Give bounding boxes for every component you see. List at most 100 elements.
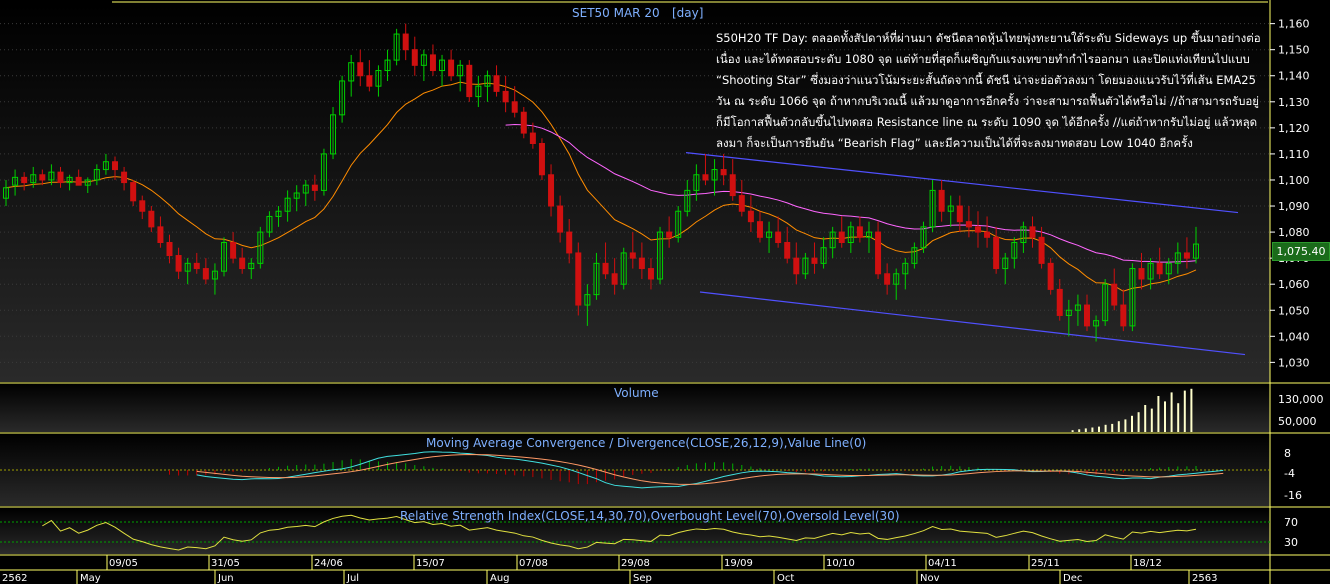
candle-body (520, 111, 527, 134)
candle-body (1193, 243, 1199, 259)
note-line: “Shooting Star” ซึ่งมองว่าแนวโน้มระยะสั้… (716, 73, 1256, 87)
chart-period: [day] (672, 6, 703, 20)
candle-body (566, 231, 573, 254)
candle-body (965, 221, 972, 228)
candle-body (320, 153, 327, 191)
y-tick-label: 1,160 (1278, 18, 1310, 31)
candle-body (920, 226, 927, 249)
note-line: เนื่อง และได้ทดสอบระดับ 1080 จุด แต่ท้าย… (716, 52, 1250, 66)
candle-body (693, 174, 700, 191)
candle-body (166, 242, 173, 257)
rsi-tick-label: 70 (1284, 516, 1298, 529)
candle-body (775, 231, 782, 244)
candle-body (339, 80, 346, 116)
macd-panel (0, 434, 1270, 506)
candle-body (974, 226, 981, 233)
candle-body (638, 257, 645, 270)
candle-body (647, 268, 654, 280)
ema-long-line (505, 123, 1197, 263)
candle-body (93, 169, 100, 181)
candle-body (902, 262, 909, 275)
candle-body (230, 242, 237, 259)
candle-body (112, 161, 119, 171)
candle-body (39, 174, 46, 181)
candle-body (393, 33, 400, 61)
candle-body (211, 270, 218, 280)
resistance-line (685, 152, 1239, 214)
candle-body (66, 176, 73, 184)
y-tick-label: 1,090 (1278, 200, 1310, 213)
candle-body (175, 255, 182, 272)
macd-tick-label: -4 (1284, 467, 1295, 480)
candle-body (448, 59, 455, 77)
candle-body (184, 262, 191, 272)
x-tick-label: 25/11 (1031, 558, 1060, 569)
support-line (699, 291, 1246, 356)
candle-body (311, 184, 318, 191)
candle-body (1156, 262, 1163, 275)
candle-body (1065, 309, 1072, 316)
y-tick-label: 1,030 (1278, 356, 1310, 369)
month-label: Dec (1063, 573, 1082, 584)
candle-body (366, 75, 373, 87)
candle-body (193, 262, 200, 270)
candle-body (257, 231, 264, 264)
candle-body (21, 176, 28, 184)
x-tick-label: 18/12 (1133, 558, 1162, 569)
y-tick-label: 1,110 (1278, 148, 1310, 161)
candle-body (611, 273, 618, 285)
candle-body (12, 176, 19, 186)
candle-body (1074, 304, 1081, 311)
candle-body (811, 257, 818, 264)
candle-body (475, 85, 482, 98)
candle-body (838, 231, 845, 244)
month-label: Aug (490, 573, 510, 584)
candle-body (947, 205, 954, 212)
candle-body (402, 33, 409, 51)
candle-body (48, 171, 55, 181)
rsi-line (42, 514, 1197, 551)
candle-body (747, 210, 754, 223)
candle-body (666, 231, 673, 238)
candle-body (30, 174, 37, 184)
volume-tick-label: 130,000 (1278, 393, 1324, 406)
macd-tick-label: 8 (1284, 447, 1291, 460)
candle-body (202, 268, 209, 280)
candle-body (784, 242, 791, 259)
candle-body (293, 192, 300, 199)
analysis-note: S50H20 TF Day: ตลอดทั้งสัปดาห์ที่ผ่านมา … (716, 28, 1268, 154)
candle-body (738, 195, 745, 212)
candle-body (1011, 242, 1018, 259)
candle-body (130, 182, 137, 202)
month-label: 2563 (1192, 573, 1217, 584)
note-line: S50H20 TF Day: ตลอดทั้งสัปดาห์ที่ผ่านมา … (716, 31, 1261, 45)
note-line: วัน ณ ระดับ 1066 จุด ถ้าหากบริเวณนี้ แล้… (716, 94, 1260, 108)
x-tick-label: 19/09 (724, 558, 753, 569)
candle-body (420, 54, 427, 66)
candle-body (602, 262, 609, 275)
rsi-panel (0, 508, 1270, 554)
candle-body (1038, 236, 1045, 264)
candle-body (657, 231, 664, 280)
candle-body (1147, 262, 1154, 280)
candle-body (829, 231, 836, 249)
x-tick-label: 31/05 (211, 558, 240, 569)
candle-body (248, 262, 255, 270)
x-tick-label: 07/08 (519, 558, 548, 569)
y-tick-label: 1,130 (1278, 96, 1310, 109)
volume-panel (0, 384, 1270, 432)
candle-body (302, 184, 309, 194)
candle-body (221, 242, 228, 272)
candle-body (429, 54, 436, 72)
candle-body (557, 205, 564, 233)
candle-body (875, 231, 882, 275)
y-tick-label: 1,120 (1278, 122, 1310, 135)
y-tick-label: 1,080 (1278, 226, 1310, 239)
candle-body (411, 49, 418, 66)
candle-body (3, 187, 9, 199)
candle-body (330, 114, 337, 155)
candle-body (993, 236, 1000, 270)
month-label: Sep (633, 573, 652, 584)
candle-body (466, 64, 473, 98)
candle-body (711, 169, 718, 181)
